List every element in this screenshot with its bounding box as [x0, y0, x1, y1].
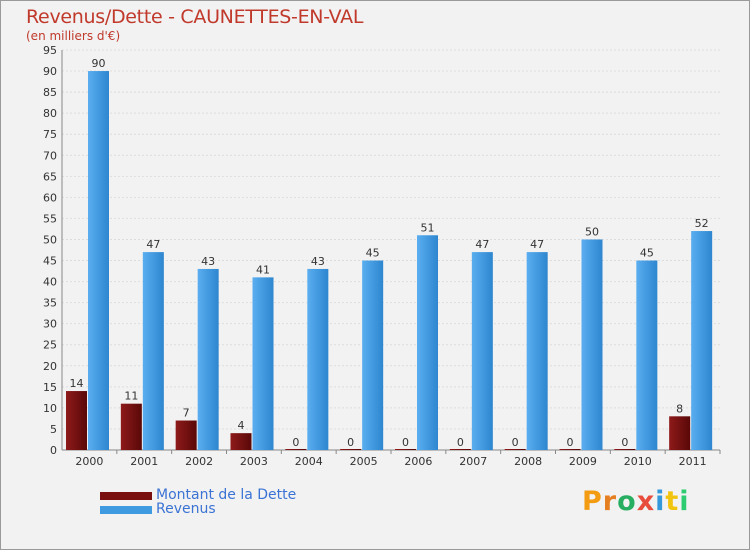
data-label: 0: [457, 436, 464, 449]
y-tick-label: 80: [43, 107, 57, 120]
y-tick-label: 95: [43, 44, 57, 57]
proxiti-logo: Proxiti: [582, 486, 690, 517]
x-tick-label: 2006: [404, 455, 432, 468]
bar-revenus: [691, 231, 713, 450]
x-tick-label: 2003: [240, 455, 268, 468]
x-tick-label: 2004: [295, 455, 323, 468]
chart-subtitle: (en milliers d'€): [26, 29, 121, 43]
logo-letter: x: [636, 486, 656, 517]
y-tick-label: 75: [43, 128, 57, 141]
legend-swatch-revenus: [100, 506, 152, 514]
y-tick-label: 55: [43, 212, 57, 225]
data-label: 45: [640, 247, 654, 260]
data-label: 47: [146, 238, 160, 251]
x-tick-label: 2005: [350, 455, 378, 468]
data-label: 47: [475, 238, 489, 251]
x-tick-label: 2007: [459, 455, 487, 468]
bar-dette: [504, 449, 526, 450]
y-tick-label: 70: [43, 149, 57, 162]
data-label: 45: [366, 247, 380, 260]
bar-dette: [559, 449, 581, 450]
logo-letter: t: [665, 486, 680, 517]
y-tick-label: 45: [43, 255, 57, 268]
y-tick-label: 35: [43, 297, 57, 310]
data-label: 0: [567, 436, 574, 449]
y-tick-label: 5: [50, 423, 57, 436]
data-label: 47: [530, 238, 544, 251]
y-tick-label: 65: [43, 170, 57, 183]
bar-dette: [120, 403, 142, 450]
y-tick-label: 25: [43, 339, 57, 352]
bar-revenus: [142, 252, 164, 450]
x-tick-label: 2001: [130, 455, 158, 468]
data-label: 90: [92, 57, 106, 70]
bar-revenus: [307, 268, 329, 450]
bar-revenus: [88, 71, 109, 450]
y-tick-label: 20: [43, 360, 57, 373]
chart-title: Revenus/Dette - CAUNETTES-EN-VAL: [26, 6, 364, 28]
x-tick-label: 2002: [185, 455, 213, 468]
legend-swatch-dette: [100, 492, 152, 500]
y-tick-label: 30: [43, 318, 57, 331]
data-label: 14: [70, 377, 84, 390]
bar-revenus: [197, 268, 219, 450]
data-label: 4: [238, 419, 245, 432]
y-tick-label: 85: [43, 86, 57, 99]
data-label: 11: [124, 390, 138, 403]
x-tick-label: 2009: [569, 455, 597, 468]
bar-dette: [669, 416, 691, 450]
data-label: 8: [676, 402, 683, 415]
data-label: 50: [585, 225, 599, 238]
bar-revenus: [471, 252, 493, 450]
logo-letter: P: [582, 486, 603, 517]
bar-revenus: [581, 239, 603, 450]
bar-dette: [175, 420, 197, 450]
data-label: 41: [256, 263, 270, 276]
data-label: 0: [292, 436, 299, 449]
bar-dette: [285, 449, 307, 450]
y-tick-label: 10: [43, 402, 57, 415]
logo-letter: i: [679, 486, 690, 517]
bar-dette: [66, 391, 87, 450]
y-tick-label: 40: [43, 276, 57, 289]
logo-letter: i: [655, 486, 666, 517]
y-tick-label: 50: [43, 233, 57, 246]
data-label: 0: [621, 436, 628, 449]
legend-label-revenus: Revenus: [156, 501, 216, 517]
data-label: 0: [347, 436, 354, 449]
logo-letter: o: [617, 486, 637, 517]
y-tick-label: 90: [43, 65, 57, 78]
data-label: 0: [512, 436, 519, 449]
data-label: 7: [183, 407, 190, 420]
bar-revenus: [417, 235, 438, 450]
bar-dette: [395, 449, 416, 450]
x-tick-label: 2000: [75, 455, 103, 468]
bar-revenus: [526, 252, 548, 450]
y-tick-label: 60: [43, 191, 57, 204]
data-label: 51: [421, 221, 435, 234]
bar-dette: [449, 449, 471, 450]
x-tick-label: 2008: [514, 455, 542, 468]
y-tick-label: 0: [50, 444, 57, 457]
data-label: 0: [402, 436, 409, 449]
bar-dette: [230, 433, 252, 450]
data-label: 43: [311, 255, 325, 268]
bar-dette: [340, 449, 362, 450]
bar-dette: [614, 449, 636, 450]
bar-revenus: [636, 260, 658, 450]
legend-label-dette: Montant de la Dette: [156, 487, 297, 503]
data-label: 52: [695, 217, 709, 230]
x-tick-label: 2011: [679, 455, 707, 468]
bar-revenus: [252, 277, 274, 450]
data-label: 43: [201, 255, 215, 268]
logo-letter: r: [602, 486, 618, 517]
bar-revenus: [362, 260, 384, 450]
x-tick-label: 2010: [624, 455, 652, 468]
y-tick-label: 15: [43, 381, 57, 394]
